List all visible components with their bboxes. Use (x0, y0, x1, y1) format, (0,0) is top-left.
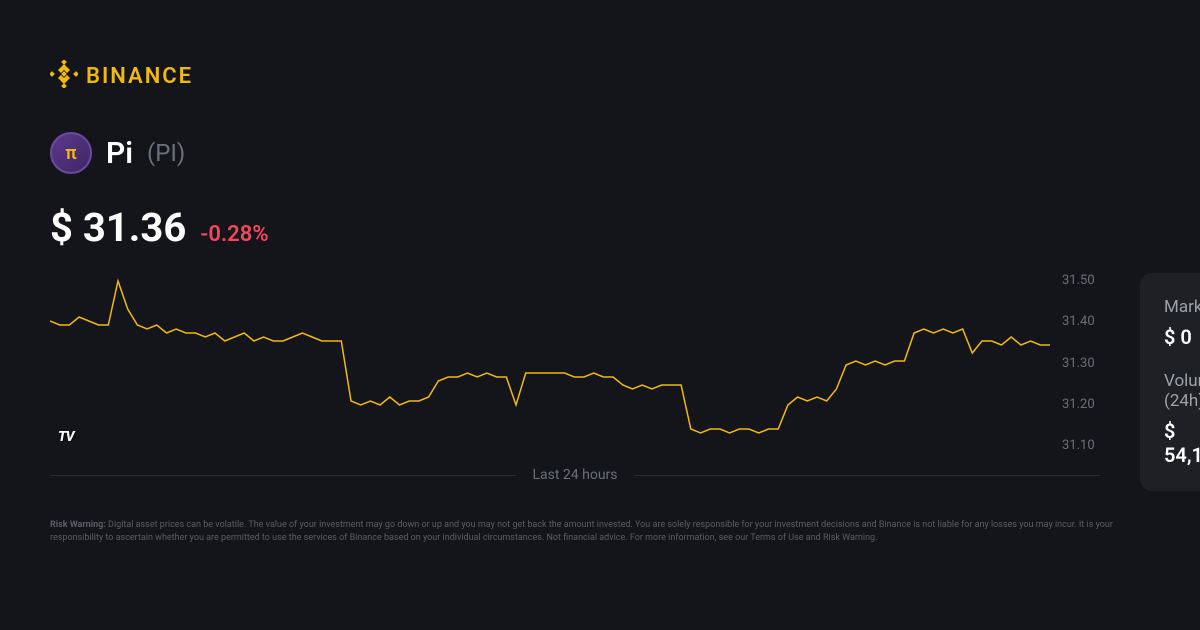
coin-ticker: (PI) (147, 139, 185, 167)
x-axis: Last 24 hours (50, 467, 1100, 483)
tradingview-watermark: TV (58, 429, 74, 445)
price-value: $ 31.36 (50, 204, 186, 251)
risk-warning: Risk Warning: Digital asset prices can b… (50, 519, 1150, 544)
price-chart (50, 273, 1050, 453)
binance-logo-icon (50, 60, 78, 92)
stats-card: Market Cap $ 0 Volume (24h) $ 54,181.48 (1140, 273, 1200, 491)
risk-warning-text: Digital asset prices can be volatile. Th… (50, 520, 1113, 543)
price-row: $ 31.36 -0.28% (50, 204, 1150, 251)
coin-name: Pi (106, 136, 133, 171)
y-axis: 31.50 31.40 31.30 31.20 31.10 (1050, 273, 1100, 453)
risk-warning-label: Risk Warning: (50, 520, 106, 530)
coin-icon: π (50, 132, 92, 174)
y-tick: 31.40 (1062, 314, 1100, 329)
market-cap-label: Market Cap (1164, 297, 1200, 317)
y-tick: 31.20 (1062, 397, 1100, 412)
x-axis-label: Last 24 hours (516, 467, 633, 483)
x-axis-line-left (50, 475, 516, 476)
market-cap-value: $ 0 (1164, 325, 1200, 349)
price-change: -0.28% (200, 222, 268, 247)
x-axis-line-right (634, 475, 1100, 476)
coin-header: π Pi (PI) (50, 132, 1150, 174)
y-tick: 31.50 (1062, 273, 1100, 288)
chart-area: 31.50 31.40 31.30 31.20 31.10 TV Last 24 hou… (50, 273, 1100, 491)
coin-glyph: π (65, 143, 76, 164)
y-tick: 31.30 (1062, 356, 1100, 371)
brand-logo: BINANCE (50, 60, 1150, 92)
volume-label: Volume (24h) (1164, 371, 1200, 411)
volume-value: $ 54,181.48 (1164, 419, 1200, 467)
y-tick: 31.10 (1062, 438, 1100, 453)
brand-name: BINANCE (86, 64, 193, 89)
